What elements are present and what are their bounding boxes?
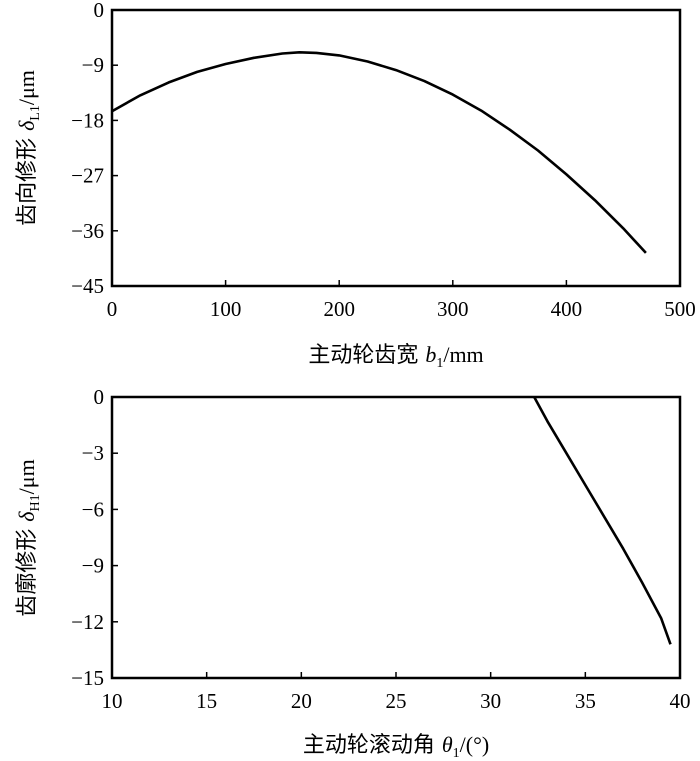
y-tick-label: −15: [71, 666, 104, 690]
plot-frame: [110, 8, 682, 288]
x-tick-label: 0: [107, 297, 118, 321]
plot-frame: [110, 395, 682, 680]
series-line: [533, 396, 672, 645]
series-layer: [111, 50, 647, 254]
y-tick-label: −45: [71, 274, 104, 298]
x-tick-label: 25: [386, 689, 407, 713]
y-tick-label: 0: [94, 0, 105, 22]
x-tick-label: 20: [291, 689, 312, 713]
x-axis-label: 主动轮齿宽 b1/mm: [308, 342, 483, 371]
y-tick-label: −27: [71, 164, 104, 188]
x-tick-label: 100: [210, 297, 242, 321]
series-line: [111, 50, 647, 254]
y-ticks: 0 −3 −6 −9 −12 −15: [71, 385, 118, 690]
x-tick-label: 35: [575, 689, 596, 713]
y-tick-label: −9: [82, 53, 104, 77]
x-tick-label: 10: [102, 689, 123, 713]
x-ticks: 0 100 200 300 400 500: [107, 280, 696, 321]
y-tick-label: −12: [71, 610, 104, 634]
x-tick-label: 300: [437, 297, 469, 321]
x-tick-label: 30: [480, 689, 501, 713]
y-tick-label: 0: [94, 385, 105, 409]
chart-tooth-profile-modification: 10 15 20 25 30 35 40 0 −3 −6 −9 −12 −15 主动轮滚动角 θ1/(…: [14, 385, 691, 761]
y-tick-label: −9: [82, 554, 104, 578]
y-axis-label: 齿向修形 δL1/μm: [14, 70, 43, 226]
y-tick-label: −18: [71, 108, 104, 132]
x-tick-label: 400: [551, 297, 583, 321]
x-axis-label: 主动轮滚动角 θ1/(°): [303, 732, 489, 761]
x-tick-label: 40: [670, 689, 691, 713]
y-axis-label: 齿廓修形 δH1/μm: [14, 459, 43, 616]
x-ticks: 10 15 20 25 30 35 40: [102, 672, 691, 713]
y-tick-label: −36: [71, 219, 104, 243]
y-tick-label: −3: [82, 441, 104, 465]
x-tick-label: 500: [664, 297, 696, 321]
series-layer: [533, 396, 672, 645]
y-tick-label: −6: [82, 497, 104, 521]
x-tick-label: 15: [196, 689, 217, 713]
x-tick-label: 200: [323, 297, 355, 321]
chart-tooth-lead-modification: 0 100 200 300 400 500 0 −9 −18 −27 −36 −45 主动轮齿宽 b…: [14, 0, 696, 371]
y-ticks: 0 −9 −18 −27 −36 −45: [71, 0, 118, 298]
